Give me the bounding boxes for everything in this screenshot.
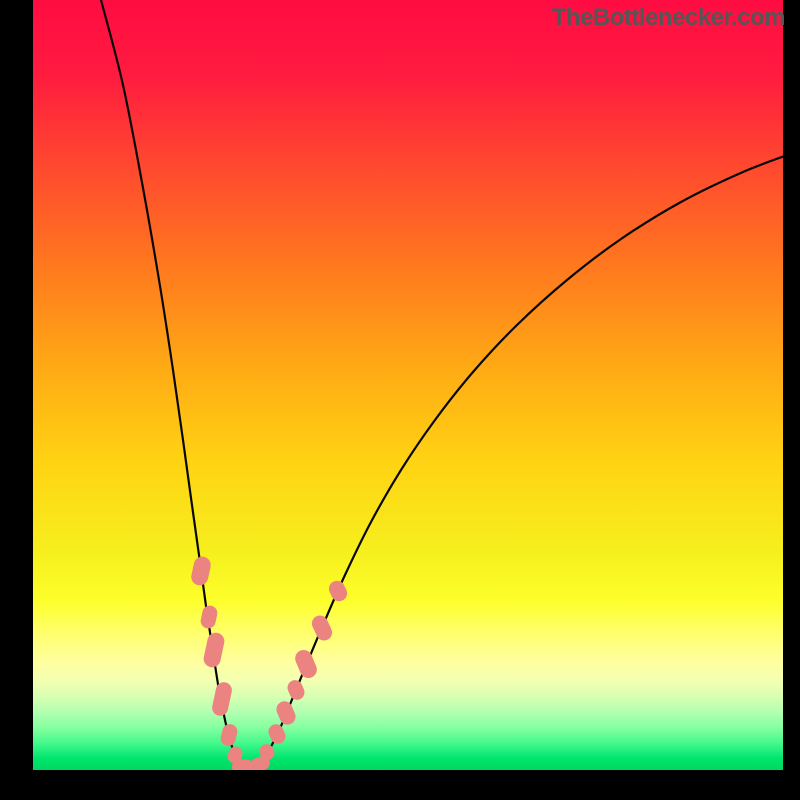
watermark-text: TheBottlenecker.com [552,4,785,32]
curve-left [101,0,247,768]
bottleneck-curve [33,0,783,770]
chart-outer-frame: TheBottlenecker.com [0,0,800,800]
curve-right [247,145,783,768]
plot-area [33,0,783,770]
